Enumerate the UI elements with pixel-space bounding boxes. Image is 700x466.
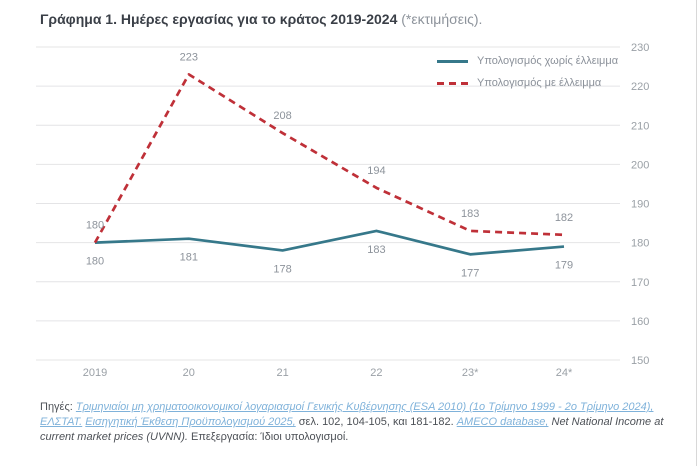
- footnote-sources-label: Πηγές:: [40, 401, 76, 413]
- series-line: [94, 229, 565, 256]
- x-tick-label: 23*: [462, 367, 479, 379]
- y-tick-label: 160: [631, 316, 649, 328]
- link-budget-introductory-report-2025[interactable]: Εισηγητική Έκθεση Προϋπολογισμού 2025,: [85, 416, 296, 428]
- x-axis-labels: 2019 20 21 22 23* 24*: [83, 367, 573, 379]
- chart-legend: Υπολογισμός χωρίς έλλειμμα Υπολογισμός μ…: [437, 53, 618, 97]
- data-label: 180: [86, 220, 104, 232]
- data-label: 179: [555, 260, 573, 272]
- legend-item-without-deficit: Υπολογισμός χωρίς έλλειμμα: [437, 53, 618, 69]
- data-label: 194: [367, 165, 385, 177]
- data-label: 182: [555, 212, 573, 224]
- footnote-sources: Πηγές: Τριμηνιαίοι μη χρηματοοικονομικοί…: [40, 400, 665, 445]
- y-tick-label: 180: [631, 238, 649, 250]
- gridlines: [36, 46, 620, 361]
- series-without-deficit: 180 181 178 183 177 179: [86, 229, 573, 279]
- y-tick-label: 200: [631, 159, 649, 171]
- y-tick-label: 150: [631, 355, 649, 367]
- x-tick-label: 22: [370, 367, 382, 379]
- data-label: 183: [367, 244, 385, 256]
- footnote-text: σελ. 102, 104-105, και 181-182.: [295, 416, 457, 428]
- legend-label-without-deficit: Υπολογισμός χωρίς έλλειμμα: [477, 55, 619, 67]
- link-ameco-database[interactable]: AMECO database,: [456, 416, 549, 428]
- x-tick-label: 24*: [556, 367, 573, 379]
- y-tick-label: 190: [631, 199, 649, 211]
- data-label: 223: [180, 51, 198, 63]
- series-line: [93, 73, 565, 244]
- data-label: 178: [273, 263, 291, 275]
- legend-label-with-deficit: Υπολογισμός με έλλειμμα: [477, 77, 602, 89]
- data-label: 177: [461, 267, 479, 279]
- footnote-processing-note: Επεξεργασία: Ίδιοι υπολογισμοί.: [187, 431, 349, 443]
- legend-dashed-line-icon: [437, 81, 468, 85]
- series-with-deficit: 180 223 208 194 183 182: [86, 51, 573, 244]
- legend-item-with-deficit: Υπολογισμός με έλλειμμα: [437, 75, 618, 91]
- x-tick-label: 20: [183, 367, 195, 379]
- footnote-text-english: Net National Income at current market pr…: [40, 416, 664, 443]
- x-tick-label: 21: [276, 367, 288, 379]
- y-tick-label: 210: [631, 120, 649, 132]
- y-tick-label: 220: [631, 81, 649, 93]
- legend-solid-line-icon: [437, 59, 468, 63]
- data-label: 183: [461, 208, 479, 220]
- chart-title-note: (*εκτιμήσεις).: [401, 11, 483, 27]
- y-tick-label: 230: [631, 42, 649, 54]
- data-label: 208: [273, 110, 291, 122]
- data-label: 180: [86, 256, 104, 268]
- x-tick-label: 2019: [83, 367, 107, 379]
- chart-title: Γράφημα 1. Ημέρες εργασίας για το κράτος…: [40, 10, 670, 28]
- y-tick-label: 170: [631, 277, 649, 289]
- chart-title-main: Γράφημα 1. Ημέρες εργασίας για το κράτος…: [40, 11, 398, 27]
- link-elstat-quarterly-accounts[interactable]: Τριμηνιαίοι μη χρηματοοικονομικοί λογαρι…: [40, 401, 654, 428]
- y-axis-labels: 150 160 170 180 190 200 210 220 230: [631, 42, 649, 367]
- data-label: 181: [180, 252, 198, 264]
- page-right-border: [696, 0, 697, 466]
